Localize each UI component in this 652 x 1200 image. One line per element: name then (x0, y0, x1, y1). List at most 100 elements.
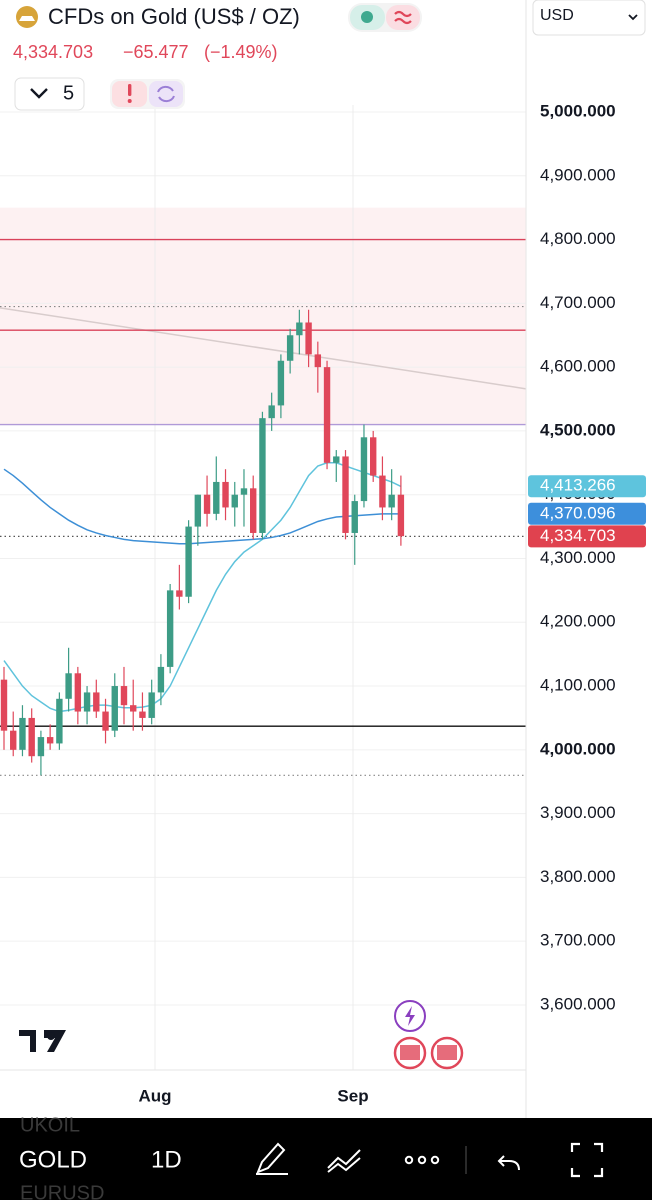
y-tick-label: 4,500.000 (540, 420, 616, 439)
candle-body (176, 590, 183, 597)
currency-label: USD (540, 7, 574, 24)
symbol-pill[interactable] (4, 0, 429, 36)
candle-body (157, 666, 165, 693)
candle-body (130, 705, 137, 712)
symbol-current[interactable]: GOLD (19, 1146, 87, 1173)
candle-body (166, 590, 174, 667)
y-tick-label: 3,600.000 (540, 994, 616, 1013)
candle-body (74, 673, 82, 712)
candle-body (120, 686, 128, 706)
candle-body (222, 481, 229, 508)
y-tick-label: 5,000.000 (540, 102, 616, 121)
candle-body (379, 475, 386, 508)
price-label-box (528, 475, 646, 498)
flag-icon (400, 1045, 420, 1060)
symbol-next[interactable]: EURUSD (20, 1182, 104, 1200)
candle-body (277, 360, 285, 406)
level-zone (0, 207, 526, 425)
indicators-toggle[interactable] (14, 77, 85, 111)
candle-body (240, 488, 248, 495)
candle-body (231, 494, 238, 508)
alert-icon (128, 84, 132, 96)
candle-body (194, 494, 202, 527)
price-change-percent: (−1.49%) (204, 42, 278, 62)
candle-body (342, 456, 349, 533)
lightning-icon (405, 1006, 415, 1026)
symbol-title: CFDs on Gold (US$ / OZ) (48, 4, 300, 29)
price-label-box (528, 502, 646, 525)
draw-icon[interactable] (256, 1142, 288, 1175)
x-tick-label: Sep (337, 1086, 368, 1105)
candle-body (360, 437, 368, 502)
interval-button[interactable]: 1D (151, 1146, 182, 1173)
candle-body (351, 501, 358, 533)
candle-body (250, 488, 257, 533)
candle-body (185, 526, 192, 597)
y-tick-label: 4,100.000 (540, 676, 616, 695)
price-change: −65.477 (123, 42, 189, 62)
y-tick-label: 3,900.000 (540, 803, 616, 822)
candle-body (10, 730, 17, 750)
indicator-count: 5 (63, 82, 74, 104)
y-tick-label: 4,000.000 (540, 739, 616, 758)
candle-body (37, 737, 45, 757)
gold-bars (19, 16, 35, 21)
candle-body (305, 322, 312, 355)
y-tick-label: 4,600.000 (540, 357, 616, 376)
candle-body (397, 494, 405, 537)
time-axis: Aug Sep (138, 1086, 368, 1105)
y-tick-label: 4,800.000 (540, 229, 616, 248)
candle-body (203, 494, 211, 514)
candle-body (46, 737, 54, 744)
candle-body (268, 405, 275, 419)
last-price: 4,334.703 (13, 42, 93, 62)
status-delay (386, 5, 420, 30)
candle-body (19, 717, 26, 750)
candle-body (323, 367, 331, 463)
candle-body (111, 686, 118, 731)
bottom-toolbar (0, 1118, 652, 1200)
flag-icon (437, 1045, 457, 1060)
x-tick-label: Aug (138, 1086, 171, 1105)
price-row (4, 38, 309, 66)
candle-body (259, 418, 266, 533)
indicators-icon[interactable] (327, 1149, 361, 1173)
symbol-prev[interactable]: UKOIL (20, 1114, 80, 1136)
refresh-icon (157, 85, 175, 103)
more-icon[interactable] (404, 1155, 440, 1165)
candle-body (83, 692, 91, 712)
candle-body (213, 481, 220, 514)
y-tick-label: 4,900.000 (540, 165, 616, 184)
candle-body (28, 717, 35, 757)
candle-body (296, 322, 303, 336)
undo-icon[interactable] (497, 1155, 520, 1171)
candle-body (314, 354, 322, 368)
candle-body (102, 711, 109, 731)
fullscreen-icon[interactable] (570, 1142, 604, 1178)
y-tick-label: 4,300.000 (540, 548, 616, 567)
plot-area (0, 105, 527, 1070)
currency-select[interactable] (532, 0, 646, 36)
candle-body (56, 698, 63, 744)
y-tick-label: 4,200.000 (540, 612, 616, 631)
moving-average (3, 468, 401, 545)
y-tick-label: 4,700.000 (540, 293, 616, 312)
y-tick-label: 3,700.000 (540, 931, 616, 950)
status-dot (361, 11, 373, 23)
candle-body (0, 679, 8, 731)
candle-body (139, 711, 146, 718)
candle-body (370, 437, 377, 476)
price-axis: 5,000.000 4,900.000 4,800.000 4,700.000 4,60… (528, 102, 646, 1013)
candle-body (286, 335, 294, 361)
price-label: 4,334.703 (540, 526, 616, 545)
trend-line (0, 307, 527, 390)
price-label-box (528, 525, 646, 548)
candle-body (388, 494, 395, 508)
candle-body (148, 692, 155, 718)
candle-body (333, 456, 340, 463)
refresh-badge (149, 81, 183, 107)
chevron-icon (30, 88, 48, 99)
candle-body (65, 673, 72, 699)
